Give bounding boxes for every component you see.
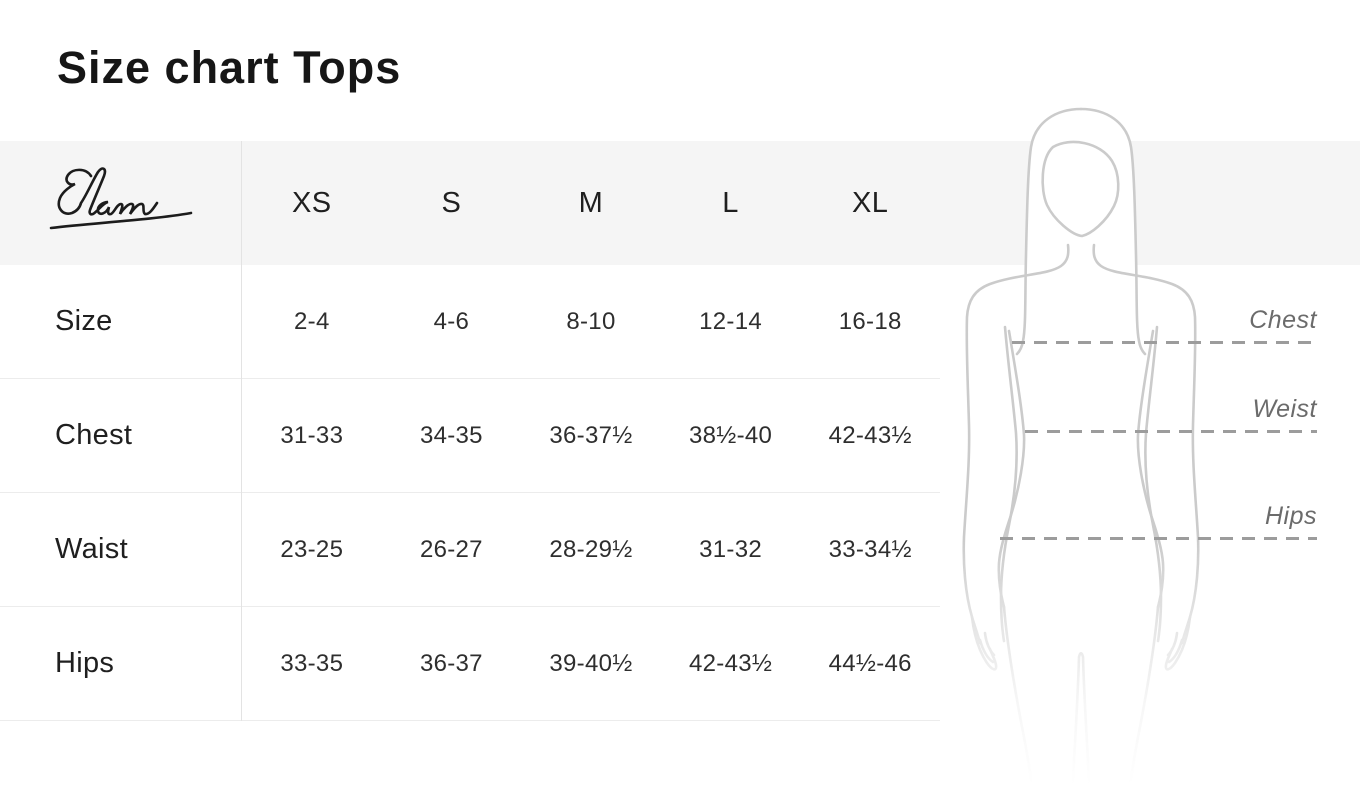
waist-measurement-label: Weist: [1252, 395, 1317, 423]
chest-xs-value: 31-33: [280, 421, 344, 449]
row-label-size: Size: [55, 305, 113, 337]
chest-xl-value: 42-43½: [828, 421, 912, 449]
size-chart-table: XS S M L XL Size 2-4 4-6 8-10 12-14 16-1…: [0, 141, 940, 721]
hips-xl-value: 44½-46: [828, 649, 912, 677]
hips-measurement-label: Hips: [1264, 502, 1317, 530]
female-figure-svg: [962, 107, 1200, 804]
waist-l-value: 31-32: [699, 535, 763, 563]
size-header-m: M: [578, 186, 604, 219]
left-inner-arm-line: [999, 325, 1018, 643]
table-row-hips: Hips 33-35 36-37 39-40½ 42-43½ 44½-46: [0, 607, 940, 721]
row-label-hips: Hips: [55, 647, 115, 679]
left-leg-outer-line: [1002, 605, 1036, 804]
hips-dashed-line: [1000, 537, 1317, 540]
hips-xs-value: 33-35: [280, 649, 344, 677]
chest-measurement-label: Chest: [1249, 306, 1317, 334]
chest-m-value: 36-37½: [549, 421, 633, 449]
waist-m-value: 28-29½: [549, 535, 633, 563]
right-inner-arm-line: [1144, 325, 1163, 643]
elan-signature-underline: [49, 211, 193, 230]
figure-outline-strokes: [962, 107, 1200, 804]
hips-s-value: 36-37: [419, 649, 483, 677]
inner-leg-lines: [1069, 651, 1093, 804]
size-xs-value: 2-4: [294, 307, 330, 335]
waist-xl-value: 33-34½: [828, 535, 912, 563]
size-header-s: S: [441, 186, 462, 219]
size-header-xl: XL: [851, 186, 889, 219]
size-s-value: 4-6: [433, 307, 470, 335]
row-label-chest: Chest: [55, 419, 133, 451]
chest-s-value: 34-35: [419, 421, 483, 449]
size-header-l: L: [722, 186, 739, 219]
size-l-value: 12-14: [699, 307, 763, 335]
brand-logo-cell: [0, 141, 242, 265]
size-header-xs: XS: [291, 186, 332, 219]
page-title: Size chart Tops: [57, 42, 402, 93]
waist-s-value: 26-27: [419, 535, 483, 563]
female-body-outline-illustration: [930, 95, 1360, 804]
size-xl-value: 16-18: [838, 307, 902, 335]
left-fingers-line: [978, 631, 996, 664]
right-fingers-line: [1166, 631, 1184, 664]
waist-xs-value: 23-25: [280, 535, 344, 563]
row-label-waist: Waist: [55, 533, 128, 565]
chest-dashed-line: [1012, 341, 1317, 344]
waist-dashed-line: [1025, 430, 1317, 433]
face-line: [1041, 140, 1120, 238]
elan-signature-path: [57, 167, 159, 216]
hips-l-value: 42-43½: [688, 649, 773, 677]
table-row-size: Size 2-4 4-6 8-10 12-14 16-18: [0, 265, 940, 379]
right-leg-outer-line: [1126, 605, 1160, 804]
table-header-row: XS S M L XL: [0, 141, 940, 265]
table-column-divider: [241, 141, 242, 721]
elan-brand-logo: [49, 167, 193, 230]
hips-m-value: 39-40½: [549, 649, 633, 677]
size-m-value: 8-10: [566, 307, 616, 335]
chest-l-value: 38½-40: [688, 421, 773, 449]
table-row-chest: Chest 31-33 34-35 36-37½ 38½-40 42-43½: [0, 379, 940, 493]
table-row-waist: Waist 23-25 26-27 28-29½ 31-32 33-34½: [0, 493, 940, 607]
